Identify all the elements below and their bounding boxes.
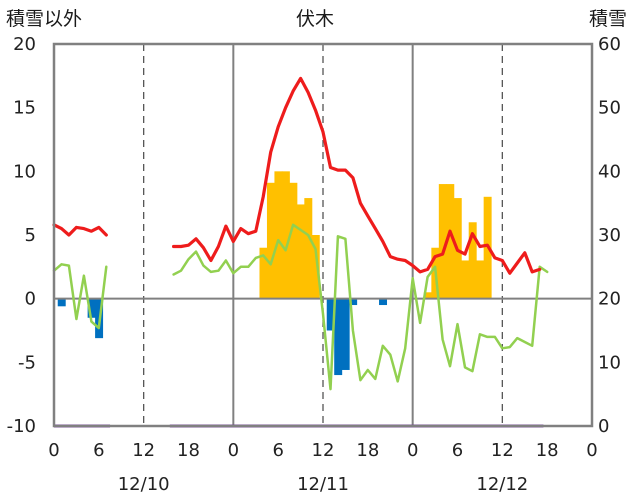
right-tick-label: 40 <box>598 161 621 182</box>
right-tick-label: 30 <box>598 225 621 246</box>
chart-title: 伏木 <box>296 8 335 30</box>
x-tick-label: 12 <box>312 440 335 461</box>
data-bar <box>379 298 388 306</box>
date-label: 12/10 <box>118 474 170 495</box>
green-series-line <box>52 223 549 391</box>
date-label: 12/12 <box>476 474 528 495</box>
left-tick-label: -5 <box>18 352 36 373</box>
left-axis-title: 積雪以外 <box>6 8 83 30</box>
x-tick-label: 0 <box>48 440 59 461</box>
x-tick-label: 18 <box>536 440 559 461</box>
x-tick-label: 18 <box>177 440 200 461</box>
right-tick-label: 20 <box>598 289 621 310</box>
left-tick-label: 5 <box>25 225 36 246</box>
data-bar <box>326 298 335 331</box>
red-series-line <box>52 76 542 275</box>
right-tick-label: 60 <box>598 34 621 55</box>
left-tick-label: 20 <box>13 34 36 55</box>
data-bar <box>349 298 358 306</box>
data-bar <box>281 171 290 299</box>
left-tick-label: 10 <box>13 161 36 182</box>
right-tick-label: 0 <box>598 416 609 437</box>
x-tick-label: 6 <box>93 440 104 461</box>
x-tick-label: 0 <box>407 440 418 461</box>
data-bar <box>311 235 320 299</box>
x-tick-label: 6 <box>272 440 283 461</box>
left-tick-label: 15 <box>13 98 36 119</box>
right-tick-label: 10 <box>598 352 621 373</box>
data-bar <box>296 204 305 299</box>
date-label: 12/11 <box>297 474 349 495</box>
data-bar <box>438 184 447 299</box>
data-bar <box>289 182 298 299</box>
data-bar <box>87 298 96 318</box>
left-tick-label: 0 <box>25 289 36 310</box>
x-tick-label: 12 <box>132 440 155 461</box>
x-tick-label: 12 <box>491 440 514 461</box>
x-tick-label: 0 <box>586 440 597 461</box>
data-bar <box>304 198 313 299</box>
left-tick-label: -10 <box>7 416 36 437</box>
data-bar <box>57 298 66 307</box>
x-tick-label: 18 <box>356 440 379 461</box>
data-bar <box>461 260 470 299</box>
right-axis-title: 積雪 <box>589 8 628 30</box>
data-bar <box>334 298 343 376</box>
data-bar <box>341 298 350 370</box>
data-bar <box>274 171 283 299</box>
data-bar <box>476 260 485 299</box>
data-bar <box>423 292 432 299</box>
x-tick-label: 0 <box>228 440 239 461</box>
data-bar <box>446 184 455 299</box>
data-bar <box>266 182 275 299</box>
right-tick-label: 50 <box>598 98 621 119</box>
x-tick-label: 6 <box>452 440 463 461</box>
data-bar <box>259 247 268 299</box>
plot-frame <box>52 42 594 428</box>
data-bar <box>468 222 477 299</box>
